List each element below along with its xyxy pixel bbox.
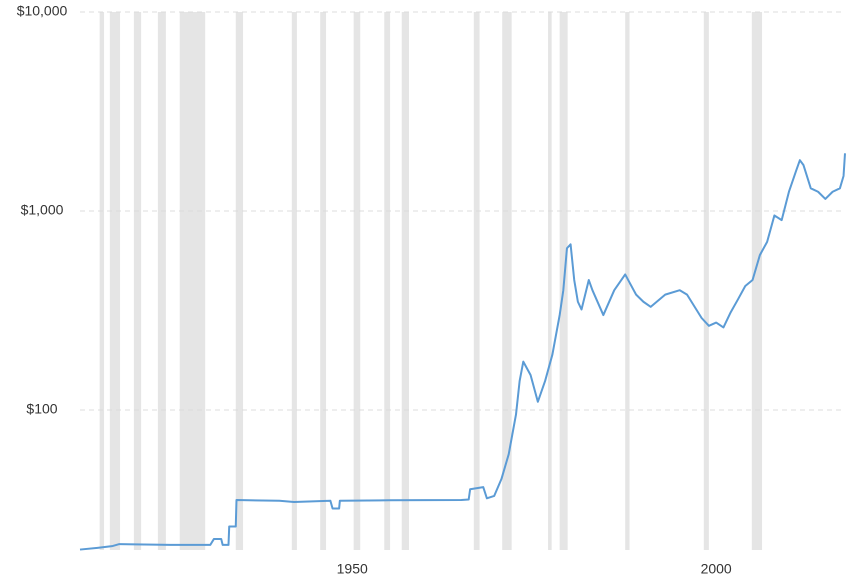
recession-band — [751, 12, 763, 550]
price-line — [79, 153, 846, 551]
recession-band — [548, 12, 552, 550]
recession-band — [157, 12, 166, 550]
recession-band — [291, 12, 297, 550]
y-tick-label: $100 — [26, 401, 57, 417]
y-tick-label: $1,000 — [21, 202, 64, 218]
recession-band — [235, 12, 244, 550]
y-tick-label: $10,000 — [17, 3, 68, 19]
recession-band — [384, 12, 391, 550]
recession-band — [99, 12, 105, 550]
recession-band — [133, 12, 142, 550]
recession-band — [320, 12, 327, 550]
recession-band — [353, 12, 361, 550]
recession-band — [473, 12, 480, 550]
recession-band — [625, 12, 630, 550]
x-tick-label: 2000 — [701, 561, 732, 577]
recession-band — [703, 12, 709, 550]
recession-band — [109, 12, 121, 550]
recession-band — [401, 12, 410, 550]
recession-band — [502, 12, 512, 550]
recession-band — [179, 12, 206, 550]
x-tick-label: 1950 — [337, 561, 368, 577]
